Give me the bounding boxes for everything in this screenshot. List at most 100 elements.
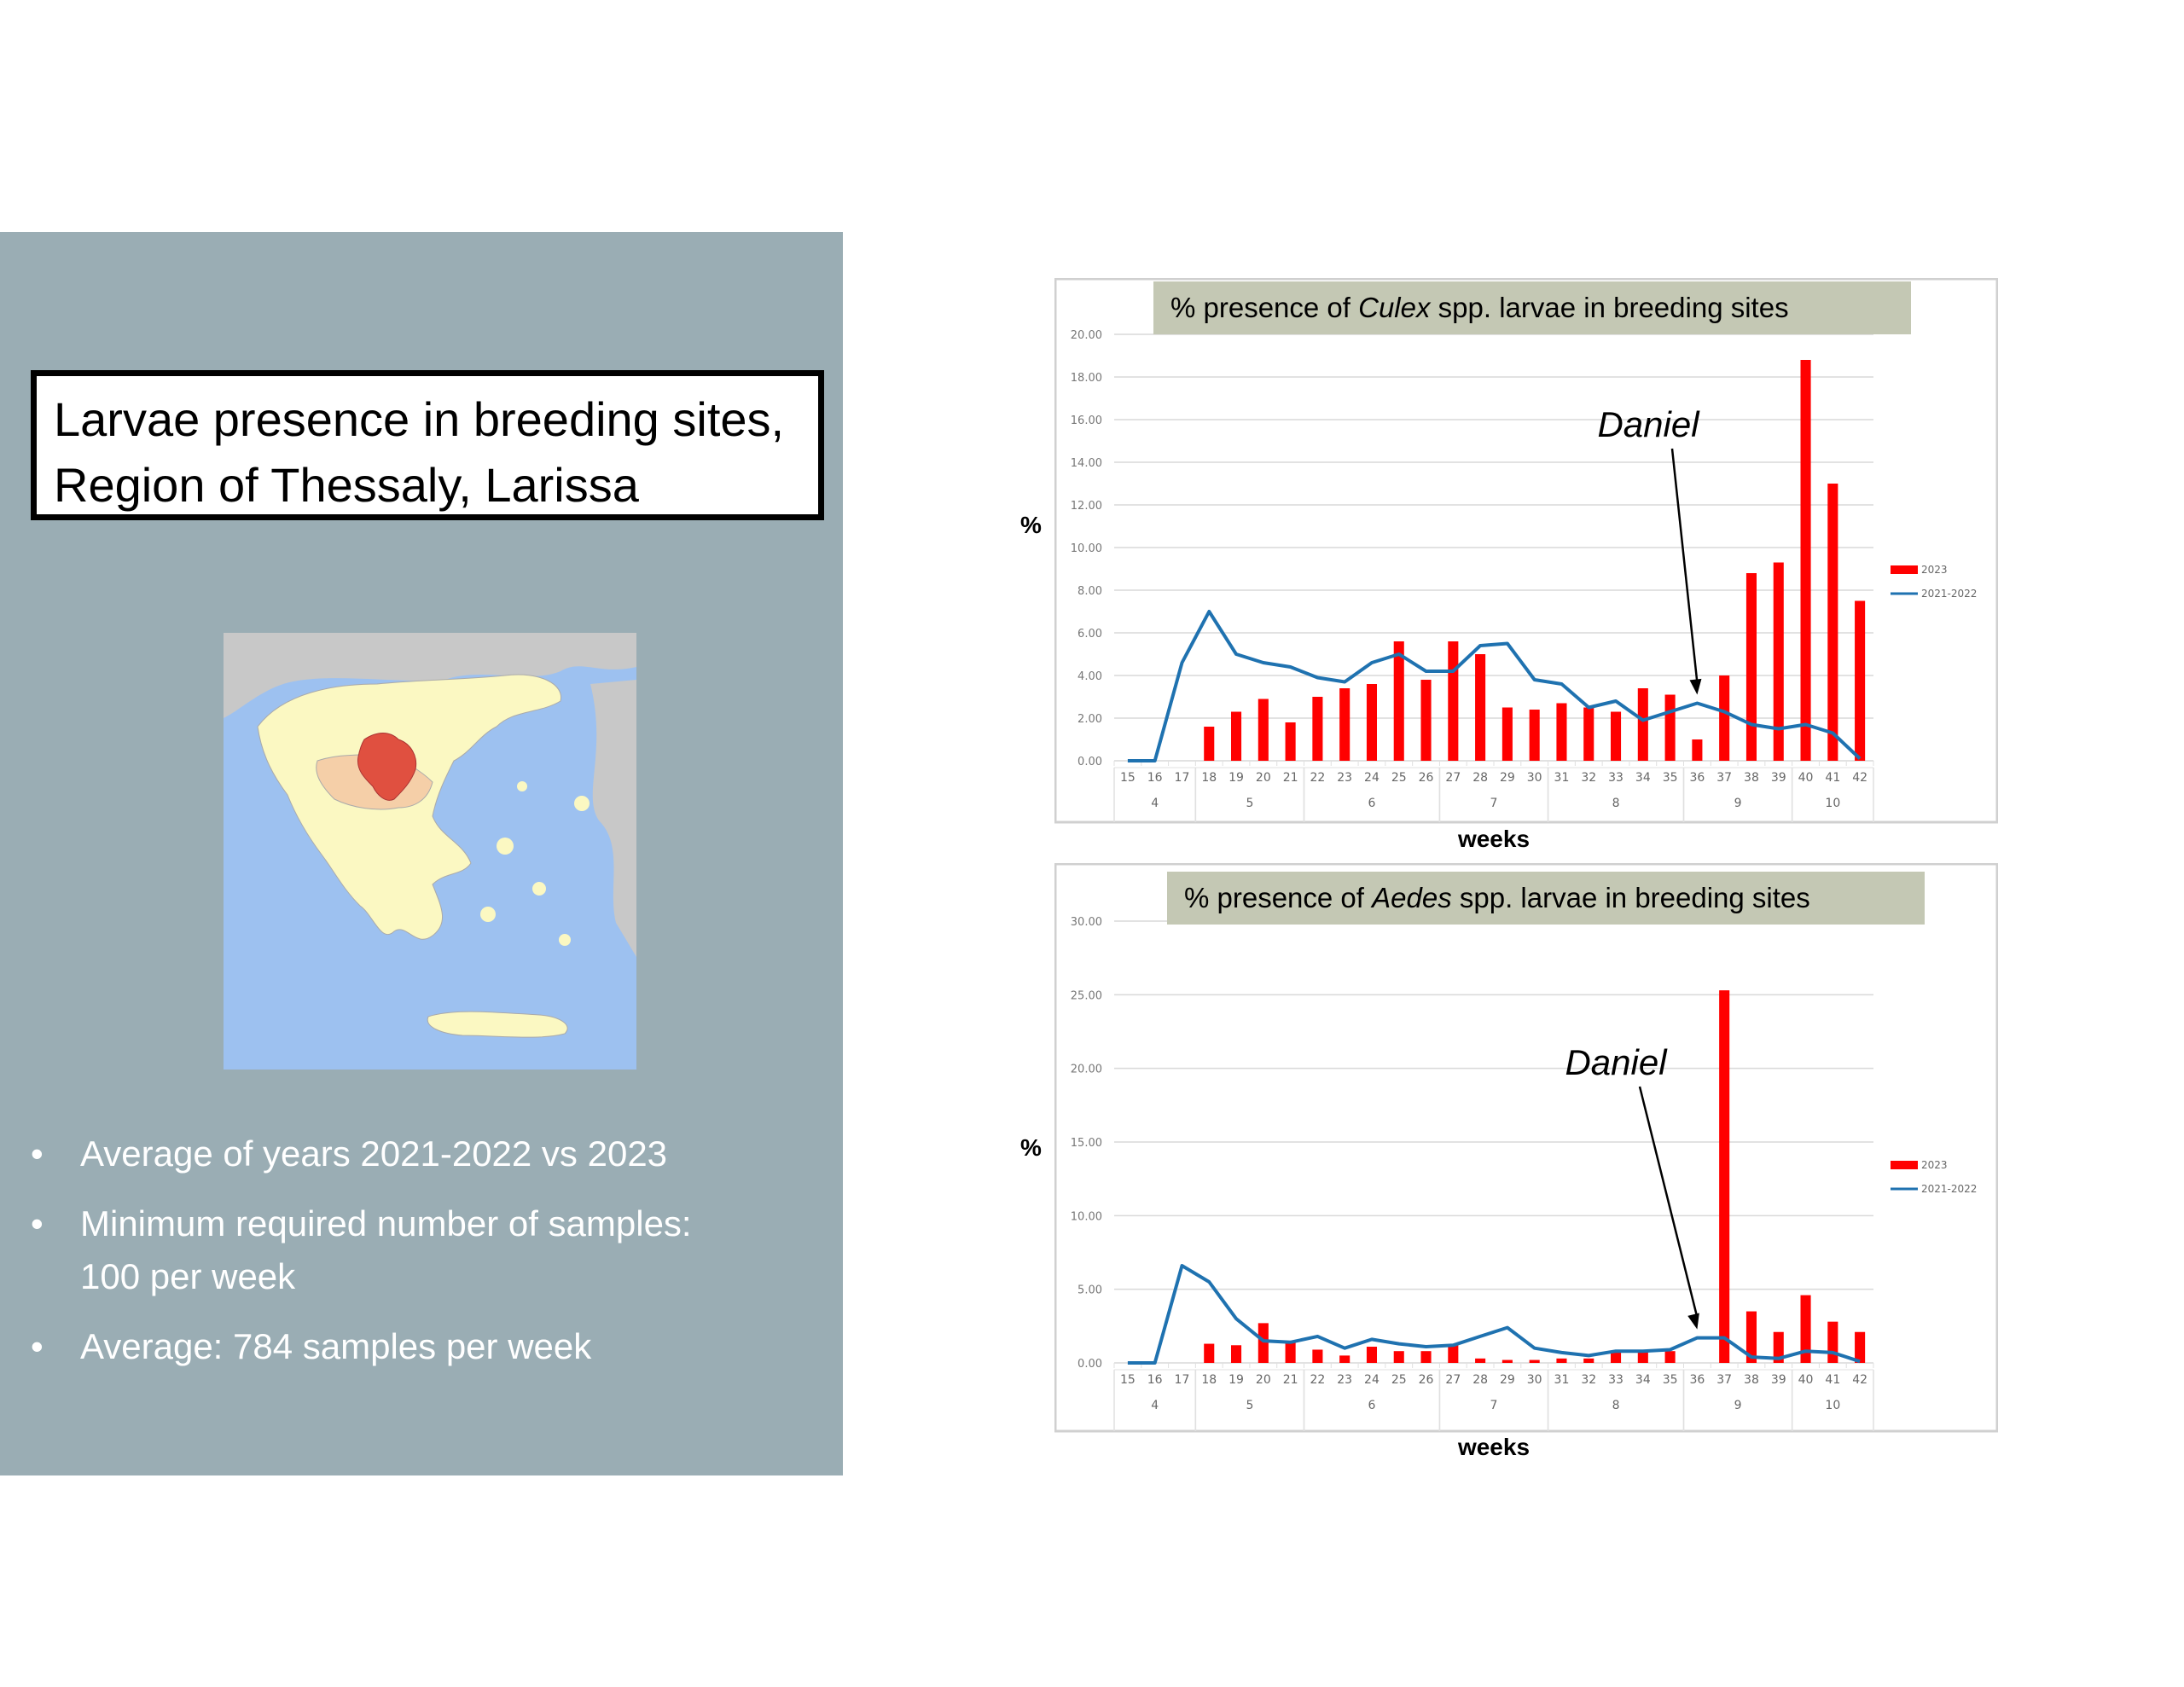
y-tick-label: 18.00: [1071, 372, 1102, 385]
map-island: [574, 796, 590, 811]
x-tick-label: 18: [1201, 1373, 1217, 1387]
month-group-label: 4: [1151, 1399, 1159, 1412]
map-island: [497, 838, 514, 855]
bar-2023: [1610, 1351, 1622, 1363]
bar-2023: [1420, 1351, 1432, 1363]
bullet-item: • Minimum required number of samples: 100 …: [26, 1197, 819, 1303]
bar-2023: [1339, 1355, 1350, 1363]
x-tick-label: 22: [1310, 1373, 1325, 1387]
legend-swatch-2023: [1891, 565, 1918, 574]
y-tick-label: 0.00: [1077, 1358, 1102, 1371]
month-group-label: 7: [1490, 797, 1498, 810]
y-tick-label: 5.00: [1077, 1284, 1102, 1297]
annotation-arrow-head: [1687, 1313, 1699, 1330]
slide-title-box: Larvae presence in breeding sites, Regio…: [31, 370, 824, 520]
y-tick-label: 10.00: [1071, 1210, 1102, 1223]
x-tick-label: 42: [1852, 1373, 1867, 1387]
annotation-arrow-head: [1689, 678, 1702, 695]
bullet-item: • Average: 784 samples per week: [26, 1320, 819, 1373]
bar-2023: [1556, 703, 1567, 761]
aedes-chart-svg: 0.00 5.00 10.00 15.00 20.00 25.00 30.00 15 16 17 1…: [1054, 863, 1998, 1460]
y-tick-label: 15.00: [1071, 1137, 1102, 1150]
bar-2023: [1855, 1331, 1866, 1363]
x-axis-label: weeks: [1457, 1434, 1530, 1460]
y-tick-label: 2.00: [1077, 713, 1102, 726]
bullet-list: • Average of years 2021-2022 vs 2023 • Min…: [26, 1128, 819, 1390]
y-tick-label: 14.00: [1071, 457, 1102, 470]
y-tick-label: 16.00: [1071, 415, 1102, 427]
x-tick-label: 26: [1419, 771, 1434, 785]
x-tick-label: 15: [1120, 771, 1136, 785]
month-group-label: 8: [1612, 797, 1620, 810]
aedes-chart-title: % presence of Aedes spp. larvae in breed…: [1167, 872, 1925, 925]
bar-2023: [1204, 727, 1215, 761]
y-tick-label: 8.00: [1077, 585, 1102, 598]
x-tick-label: 25: [1391, 771, 1407, 785]
x-tick-label: 22: [1310, 771, 1325, 785]
x-axis-label: weeks: [1457, 826, 1530, 852]
x-tick-label: 41: [1825, 771, 1840, 785]
legend-label-2023: 2023: [1921, 1159, 1948, 1171]
month-group-label: 6: [1368, 1399, 1376, 1412]
bar-2023: [1637, 1351, 1648, 1363]
x-tick-label: 27: [1445, 771, 1461, 785]
bar-2023: [1475, 1358, 1486, 1363]
x-tick-label: 41: [1825, 1373, 1840, 1387]
map-island: [559, 934, 571, 946]
bar-2023: [1692, 739, 1703, 761]
bar-2023: [1583, 707, 1594, 761]
x-tick-label: 21: [1283, 1373, 1298, 1387]
y-tick-label: 30.00: [1071, 916, 1102, 929]
month-group-label: 6: [1368, 797, 1376, 810]
map-greece-mainland: [257, 674, 561, 940]
bar-2023: [1610, 711, 1622, 761]
x-tick-label: 28: [1472, 1373, 1488, 1387]
culex-chart-svg: 0.00 2.00 4.00 6.00 8.00 10.00 12.00 14.00 16.00…: [1054, 278, 1998, 852]
greece-map-image: [224, 633, 636, 1070]
x-tick-label: 29: [1500, 1373, 1515, 1387]
x-tick-label: 30: [1527, 771, 1542, 785]
x-tick-label: 35: [1663, 771, 1678, 785]
x-tick-label: 33: [1608, 1373, 1623, 1387]
bullet-dot: •: [31, 1133, 44, 1174]
bar-2023: [1502, 1359, 1513, 1363]
bar-2023: [1719, 990, 1730, 1363]
legend-swatch-2023: [1891, 1161, 1918, 1169]
x-tick-label: 42: [1852, 771, 1867, 785]
month-group-label: 7: [1490, 1399, 1498, 1412]
bar-2023: [1285, 722, 1296, 761]
bar-2023: [1285, 1341, 1296, 1363]
y-tick-label: 0.00: [1077, 756, 1102, 768]
bar-2023: [1420, 680, 1432, 761]
aedes-y-axis-label-outer: %: [1020, 1134, 1042, 1161]
month-group-label: 5: [1246, 1399, 1253, 1412]
x-tick-label: 24: [1364, 1373, 1380, 1387]
legend-label-2021-2022: 2021-2022: [1921, 588, 1977, 600]
x-tick-label: 36: [1689, 1373, 1705, 1387]
x-tick-label: 34: [1635, 1373, 1651, 1387]
bar-2023: [1583, 1358, 1594, 1363]
bar-2023: [1366, 684, 1378, 761]
month-group-label: 5: [1246, 797, 1253, 810]
bar-2023: [1339, 688, 1350, 761]
slide-title-line1: Larvae presence in breeding sites,: [54, 392, 785, 446]
bar-2023: [1258, 1323, 1269, 1363]
bar-2023: [1230, 711, 1242, 761]
x-tick-label: 34: [1635, 771, 1651, 785]
x-tick-label: 28: [1472, 771, 1488, 785]
x-tick-label: 38: [1744, 771, 1759, 785]
x-tick-label: 32: [1581, 771, 1596, 785]
x-tick-label: 16: [1147, 771, 1163, 785]
month-group-label: 8: [1612, 1399, 1620, 1412]
annotation-daniel: Daniel: [1597, 404, 1700, 444]
bar-2023: [1719, 675, 1730, 761]
legend-label-2021-2022: 2021-2022: [1921, 1183, 1977, 1195]
bar-2023: [1204, 1343, 1215, 1363]
map-larissa-region: [357, 733, 417, 801]
x-tick-label: 26: [1419, 1373, 1434, 1387]
x-tick-label: 19: [1228, 1373, 1244, 1387]
bar-2023: [1475, 654, 1486, 761]
x-tick-label: 20: [1256, 1373, 1271, 1387]
x-tick-label: 37: [1716, 771, 1732, 785]
bar-2023: [1664, 1351, 1676, 1363]
